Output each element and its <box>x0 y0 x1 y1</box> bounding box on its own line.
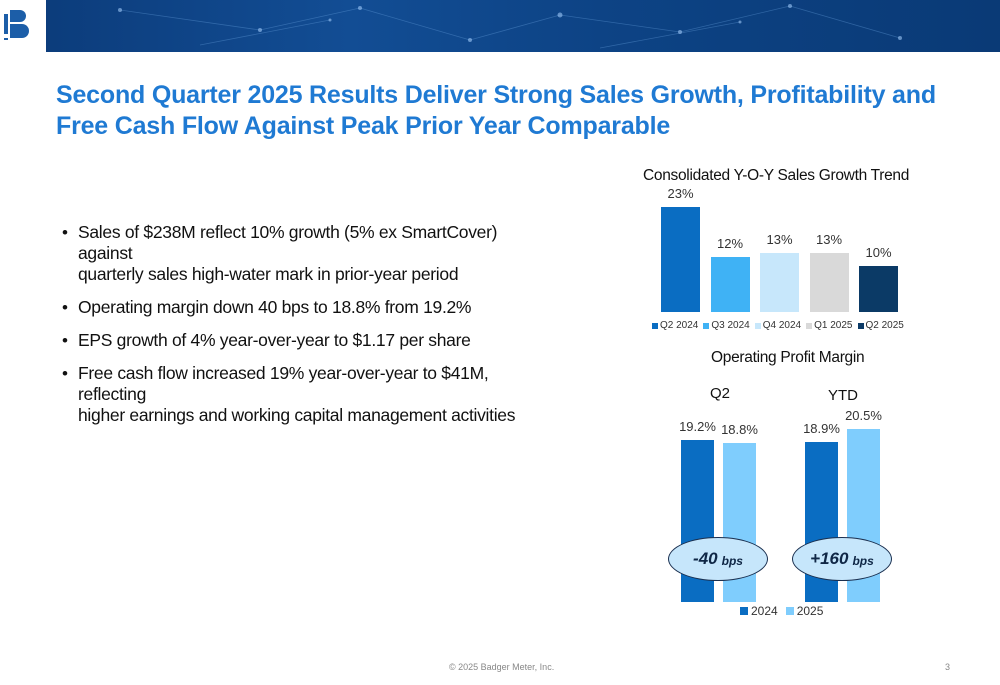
legend-item-q2-2024: Q2 2024 <box>652 320 698 331</box>
bullet-text: Sales of $238M reflect 10% growth (5% ex… <box>78 222 498 263</box>
bps-change-unit: bps <box>721 553 743 568</box>
key-points-list: Sales of $238M reflect 10% growth (5% ex… <box>62 222 552 438</box>
bullet-text: EPS growth of 4% year-over-year to $1.17… <box>78 330 471 350</box>
data-label-q2-2025: 10% <box>865 245 892 261</box>
legend-swatch-q4-2024 <box>754 322 761 329</box>
group-label-ytd: YTD <box>828 387 858 404</box>
data-label-q2-2024: 23% <box>667 186 694 202</box>
bullet-item: EPS growth of 4% year-over-year to $1.17… <box>62 330 552 351</box>
legend-item-q2-2025: Q2 2025 <box>857 320 904 331</box>
data-label-ytd-2025: 20.5% <box>845 407 882 423</box>
data-label-q4-2024: 13% <box>766 231 793 247</box>
slide-title-line-2: Free Cash Flow Against Peak Prior Year C… <box>56 112 671 140</box>
network-background-graphic <box>118 4 902 49</box>
legend-item-q3-2024: Q3 2024 <box>703 320 750 331</box>
data-label-q3-2024: 12% <box>716 236 744 252</box>
legend-label-2025: 2025 <box>796 604 824 618</box>
legend-swatch-q2-2024 <box>652 322 658 329</box>
bullet-text: Operating margin down 40 bps to 18.8% fr… <box>78 297 472 317</box>
legend-item-2024: 2024 <box>740 604 778 618</box>
slide-title-line-1: Second Quarter 2025 Results Deliver Stro… <box>56 81 936 109</box>
legend-swatch-q3-2024 <box>703 322 710 329</box>
legend-label-q1-2025: Q1 2025 <box>814 320 853 331</box>
legend-swatch-2025 <box>785 607 794 615</box>
bullet-text-continued: higher earnings and working capital mana… <box>78 405 516 425</box>
bps-change-badge-q2: -40 bps <box>668 537 768 581</box>
legend-item-2025: 2025 <box>785 604 824 618</box>
legend-item-q1-2025: Q1 2025 <box>806 320 853 331</box>
bps-change-badge-ytd: +160 bps <box>792 537 892 581</box>
legend-label-2024: 2024 <box>751 604 778 618</box>
legend-swatch-2024 <box>740 607 748 615</box>
header-banner <box>0 0 1000 52</box>
legend-label-q3-2024: Q3 2024 <box>711 320 750 331</box>
bar-q2-2024 <box>661 207 700 312</box>
bar-q3-2024 <box>710 257 750 312</box>
legend-item-q4-2024: Q4 2024 <box>754 320 802 331</box>
footer-copyright: © 2025 Badger Meter, Inc. <box>449 662 555 672</box>
company-logo <box>0 0 46 52</box>
bar-q4-2024 <box>760 252 799 312</box>
sales-growth-chart-title: Consolidated Y-O-Y Sales Growth Trend <box>643 167 910 184</box>
legend-label-q4-2024: Q4 2024 <box>762 320 802 331</box>
data-label-ytd-2024: 18.9% <box>803 421 840 437</box>
slide-title: Second Quarter 2025 Results Deliver Stro… <box>56 80 976 142</box>
data-label-q2-2025: 18.8% <box>721 422 758 438</box>
bps-change-value: +160 <box>810 549 849 568</box>
page-number: 3 <box>945 662 951 672</box>
sales-growth-legend: Q2 2024 Q3 2024 Q4 2024 Q1 2025 Q2 2025 <box>652 320 909 331</box>
bullet-item: Free cash flow increased 19% year-over-y… <box>62 363 552 426</box>
bar-q1-2025 <box>809 252 849 312</box>
bullet-item: Operating margin down 40 bps to 18.8% fr… <box>62 297 552 318</box>
legend-label-q2-2024: Q2 2024 <box>660 320 699 331</box>
data-label-q2-2024: 19.2% <box>679 418 716 434</box>
legend-swatch-q1-2025 <box>806 322 813 329</box>
bullet-item: Sales of $238M reflect 10% growth (5% ex… <box>62 222 552 285</box>
bps-change-unit: bps <box>852 553 874 568</box>
legend-swatch-q2-2025 <box>857 322 864 329</box>
data-label-q1-2025: 13% <box>815 231 843 247</box>
bar-q2-2025 <box>859 266 898 312</box>
bps-change-value: -40 <box>693 549 718 568</box>
group-label-q2: Q2 <box>710 385 731 402</box>
operating-margin-legend: 2024 2025 <box>740 604 831 618</box>
operating-margin-chart-title: Operating Profit Margin <box>711 349 865 366</box>
bullet-text: Free cash flow increased 19% year-over-y… <box>78 363 489 404</box>
legend-label-q2-2025: Q2 2025 <box>865 320 904 331</box>
badger-logo-icon <box>4 10 29 40</box>
bullet-text-continued: quarterly sales high-water mark in prior… <box>78 264 459 284</box>
